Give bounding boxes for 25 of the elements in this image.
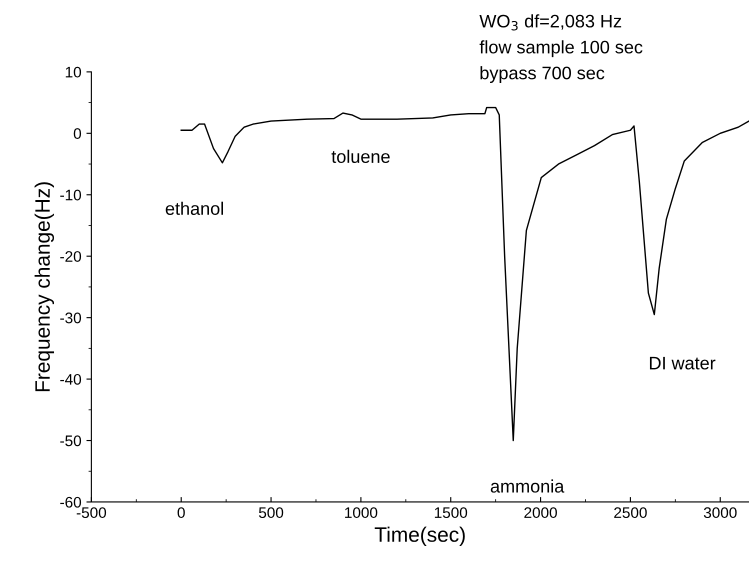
x-tick-label: 2000 [524, 507, 557, 518]
y-tick-label: -50 [60, 435, 82, 446]
annotation: ammonia [490, 479, 564, 493]
y-axis-title: Frequency change(Hz) [34, 182, 54, 392]
x-tick-label: 1500 [434, 507, 468, 518]
text: WO$_{3}$ df=2,083 Hz [479, 14, 622, 31]
x-tick-label: -500 [76, 507, 106, 518]
y-tick-label: 0 [74, 128, 82, 140]
y-tick-label: 10 [66, 66, 82, 78]
annotation: DI water [650, 356, 716, 370]
x-tick-label: 3000 [704, 507, 737, 518]
x-tick-label: 2500 [614, 507, 647, 518]
x-tick-label: 0 [178, 507, 185, 518]
text: flow sample 100 sec [480, 40, 642, 58]
x-axis-title: Time(sec) [374, 526, 465, 546]
y-tick-label: -30 [60, 312, 82, 324]
y-tick-label: -40 [60, 374, 82, 385]
y-tick-label: -10 [60, 190, 82, 200]
annotation: toluene [332, 150, 390, 164]
x-tick-label: 1000 [345, 507, 378, 518]
y-tick-label: -20 [60, 251, 82, 262]
y-tick-label: -60 [60, 496, 82, 508]
x-tick-label: 500 [258, 507, 284, 518]
annotation: ethanol [166, 202, 223, 215]
annotation: bypass 700 sec [480, 66, 604, 83]
